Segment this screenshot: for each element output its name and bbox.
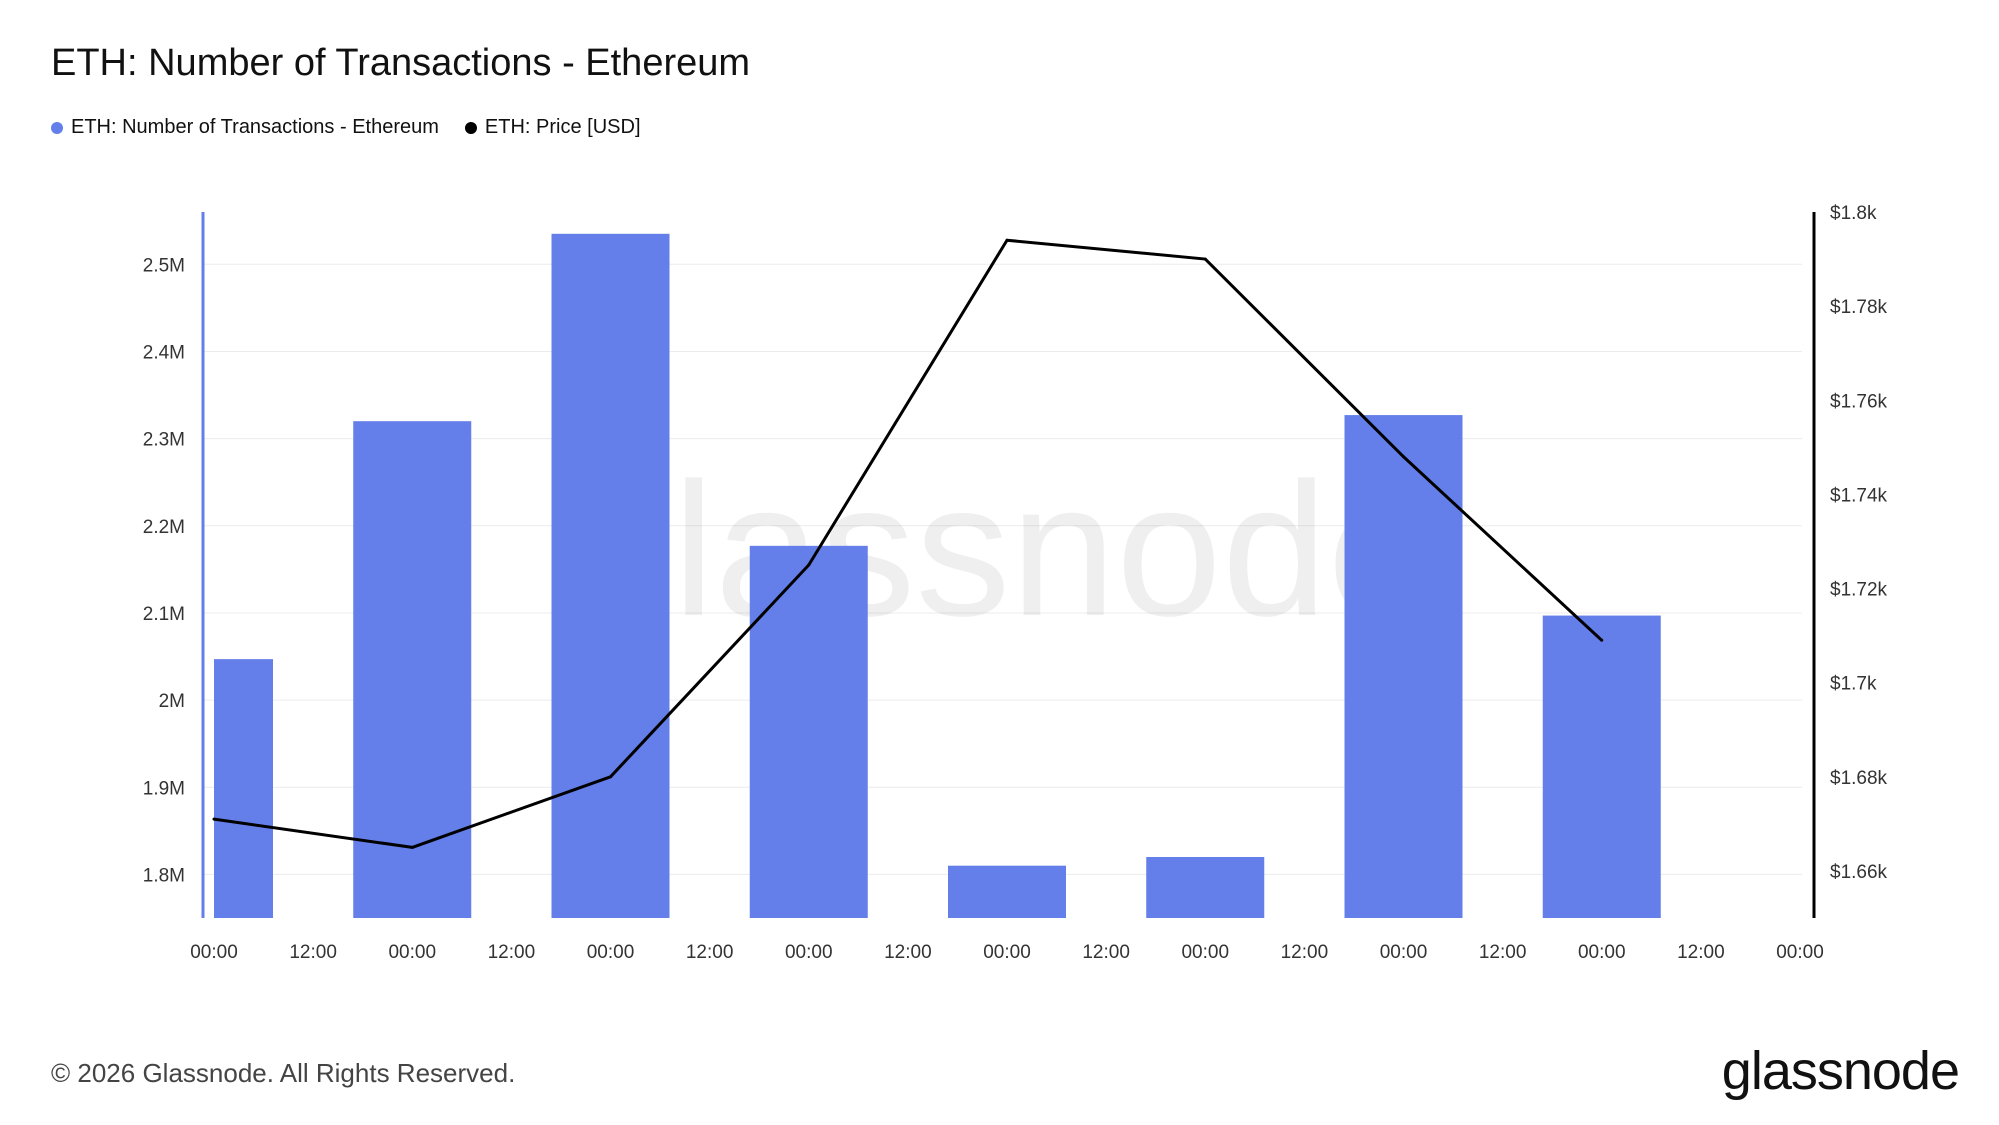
chart-area: glassnode 1.8M 1.9M 2M 2.1M 2.2M 2.3M 2.4M 2.5M… [143, 203, 1888, 963]
left-tick-label: 1.9M [143, 778, 185, 799]
left-tick-label: 2.4M [143, 342, 185, 363]
legend: ETH: Number of Transactions - Ethereum E… [51, 116, 641, 139]
right-axis-ticks: $1.66k $1.68k $1.7k $1.72k $1.74k $1.76k $1.78… [1830, 203, 1888, 883]
price-point [1005, 238, 1009, 242]
legend-dot-icon [51, 121, 63, 134]
left-tick-label: 2.1M [143, 604, 185, 625]
glassnode-logo: glassnode [1721, 1041, 1960, 1101]
legend-label-transactions: ETH: Number of Transactions - Ethereum [71, 116, 439, 138]
axes [201, 212, 1816, 918]
left-axis-ticks: 1.8M 1.9M 2M 2.1M 2.2M 2.3M 2.4M 2.5M [143, 255, 185, 886]
price-point [1402, 455, 1405, 459]
right-tick-label: $1.74k [1830, 485, 1888, 506]
bar [214, 659, 273, 918]
chart-title: ETH: Number of Transactions - Ethereum [51, 42, 751, 84]
x-tick-label: 00:00 [1578, 942, 1626, 963]
right-tick-label: $1.8k [1830, 203, 1877, 224]
legend-dot-icon [464, 121, 477, 134]
left-tick-label: 1.8M [143, 865, 185, 886]
price-point [807, 563, 811, 567]
x-tick-label: 00:00 [190, 942, 238, 963]
price-line [213, 238, 1603, 849]
right-tick-label: $1.68k [1830, 768, 1888, 789]
x-tick-label: 00:00 [587, 942, 635, 963]
x-tick-label: 00:00 [1181, 942, 1229, 963]
x-tick-label: 00:00 [983, 942, 1031, 963]
x-tick-label: 12:00 [289, 942, 337, 963]
x-tick-label: 12:00 [488, 942, 536, 963]
x-tick-label: 12:00 [884, 942, 932, 963]
legend-item-price[interactable]: ETH: Price [USD] [464, 116, 641, 139]
x-tick-label: 00:00 [1776, 942, 1824, 963]
price-point [1600, 638, 1604, 642]
right-tick-label: $1.66k [1830, 862, 1888, 883]
price-point [609, 775, 612, 779]
line-series [212, 238, 1604, 849]
x-tick-label: 00:00 [1380, 942, 1428, 963]
right-tick-label: $1.78k [1830, 297, 1888, 318]
left-tick-label: 2.5M [143, 255, 185, 276]
right-tick-label: $1.76k [1830, 391, 1888, 412]
left-tick-label: 2.3M [143, 430, 185, 451]
x-axis-ticks: 00:00 12:00 00:00 12:00 00:00 12:00 00:00 12:00… [190, 942, 1824, 963]
legend-item-transactions[interactable]: ETH: Number of Transactions - Ethereum [51, 116, 439, 139]
right-tick-label: $1.7k [1830, 674, 1877, 695]
bar [1542, 615, 1661, 918]
x-tick-label: 12:00 [1082, 942, 1130, 963]
copyright-text: © 2026 Glassnode. All Rights Reserved. [51, 1058, 516, 1088]
left-tick-label: 2.2M [143, 517, 185, 538]
x-tick-label: 00:00 [785, 942, 833, 963]
bar [1344, 415, 1463, 918]
x-tick-label: 12:00 [1677, 942, 1725, 963]
legend-label-price: ETH: Price [USD] [484, 116, 641, 138]
bar [948, 865, 1066, 918]
left-tick-label: 2M [159, 691, 185, 712]
x-tick-label: 12:00 [686, 942, 734, 963]
x-tick-label: 00:00 [388, 942, 436, 963]
price-point [410, 845, 414, 849]
x-tick-label: 12:00 [1281, 942, 1329, 963]
price-point [212, 817, 216, 821]
bar [1146, 856, 1265, 918]
price-point [1203, 257, 1207, 261]
bar [551, 233, 670, 918]
x-tick-label: 12:00 [1479, 942, 1527, 963]
bar [749, 545, 868, 918]
right-tick-label: $1.72k [1830, 580, 1888, 601]
bar-series [214, 233, 1661, 918]
watermark: glassnode [567, 444, 1433, 656]
bar [353, 421, 472, 918]
